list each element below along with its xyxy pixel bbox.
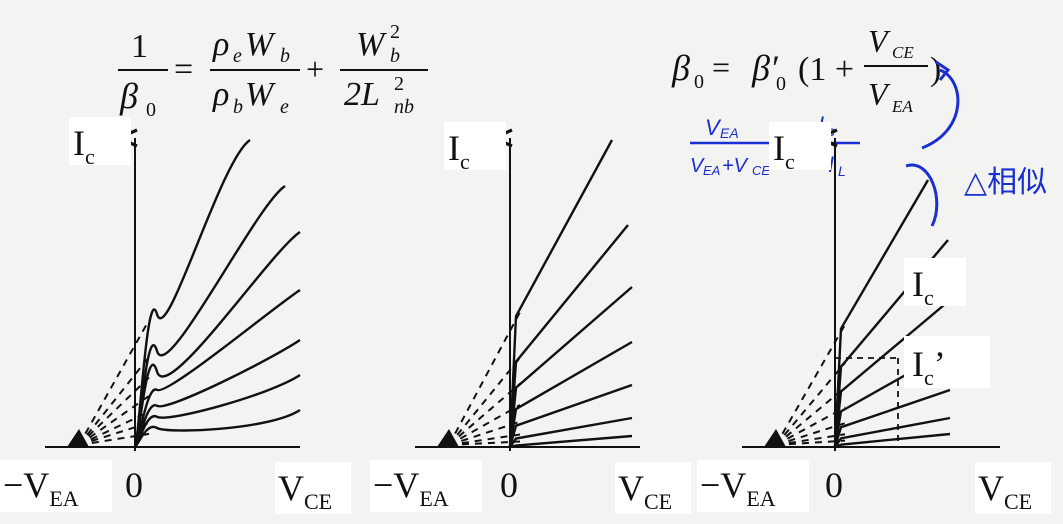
lhs-den-sub: 0	[146, 99, 156, 121]
extrapolation-line	[775, 386, 846, 446]
characteristic-curve	[133, 231, 301, 448]
characteristic-curve	[509, 416, 633, 448]
t1-den-sub-e: e	[280, 96, 289, 118]
panel-2: Ic−VEA 0 VCE	[370, 122, 691, 514]
marker-top-bg	[904, 258, 966, 306]
fr-close: )	[930, 51, 941, 88]
t2-num-sub-b: b	[390, 45, 400, 67]
hw-den-left-sub: EA	[703, 163, 720, 178]
extrapolation-line	[775, 324, 846, 446]
lhs-den-beta: β	[119, 76, 138, 116]
fr-eq: =	[712, 49, 730, 85]
characteristic-curve	[133, 374, 301, 448]
extrapolation-line	[448, 404, 521, 446]
extrapolation-line	[78, 395, 150, 446]
neg-early-voltage-label: −VEA	[700, 465, 776, 511]
x-label-bg	[615, 462, 691, 514]
neg-label-bg	[0, 460, 112, 512]
hw-bracket-lower	[905, 163, 939, 227]
extrapolation-line	[448, 357, 521, 446]
extrapolation-line	[78, 319, 150, 446]
extrapolation-line	[78, 356, 150, 446]
marker-bottom-bg	[904, 336, 990, 388]
fr-open: (1 +	[798, 51, 854, 88]
t1-num-w: W	[245, 26, 276, 63]
neg-early-voltage-label: −VEA	[373, 465, 449, 511]
x-label-bg	[975, 462, 1051, 514]
origin-label: 0	[500, 465, 518, 505]
fr-frac-den-sub: EA	[891, 97, 913, 116]
extrapolation-line	[448, 382, 521, 446]
characteristic-curve	[133, 289, 301, 448]
origin-label: 0	[825, 465, 843, 505]
y-label-bg	[769, 122, 831, 170]
extrapolation-line	[775, 433, 846, 446]
characteristic-curve	[508, 286, 633, 448]
neg-label-bg	[370, 460, 482, 512]
characteristic-curve	[508, 340, 633, 448]
hw-den-right-sub: L	[838, 163, 846, 179]
fr-frac-den: V	[868, 76, 891, 112]
characteristic-curve	[509, 434, 633, 449]
hw-den-left-tail-sub: CE	[752, 163, 770, 178]
fr-frac-num-sub: CE	[892, 43, 914, 62]
t2-den: 2L	[344, 76, 380, 113]
origin-label: 0	[125, 465, 143, 505]
characteristic-curve	[508, 139, 614, 448]
t2-num-w: W	[356, 26, 387, 63]
formula-right: β 0 = β′ 0 (1 + V CE V EA )	[671, 23, 941, 116]
formula-left: 1 β 0 = ρ e W b ρ b W e + W b 2 2L nb 2	[118, 21, 428, 121]
hw-arrow-head	[935, 60, 951, 81]
extrapolation-line	[775, 362, 846, 446]
panel-1: Ic−VEA 0 VCE	[0, 117, 351, 514]
characteristic-curve	[508, 224, 629, 448]
characteristic-curve	[508, 383, 633, 448]
fr-beta-prime-sub: 0	[776, 73, 786, 95]
t2-den-sup: 2	[394, 73, 404, 95]
t2-num-sup: 2	[390, 21, 400, 43]
hw-den-left-tail: +V	[722, 155, 749, 177]
hw-den-right: I	[828, 152, 834, 177]
formula-left-plus: +	[306, 51, 324, 87]
t1-den-sub-b: b	[233, 96, 243, 118]
hw-num-left-sub: EA	[720, 125, 739, 141]
hw-num-left: V	[705, 115, 722, 140]
t1-den-rho: ρ	[212, 76, 229, 113]
extrapolation-line	[775, 439, 846, 446]
t2-den-sub: nb	[394, 96, 414, 118]
y-label-bg	[69, 117, 131, 165]
extrapolation-line	[775, 406, 846, 446]
hw-bracket-arrow	[921, 68, 960, 150]
x-label-bg	[275, 462, 351, 514]
t1-num-sub-e: e	[233, 45, 242, 67]
t1-num-sub-b: b	[280, 45, 290, 67]
characteristic-curve	[834, 432, 951, 449]
y-label-bg	[444, 122, 506, 170]
hw-den-left: V	[690, 155, 705, 177]
fr-beta: β	[671, 48, 690, 88]
hw-note-similar: △相似	[964, 166, 1047, 199]
fr-frac-num: V	[868, 23, 891, 59]
handwritten-note: V EA V EA +V CE = I c I L △相似	[690, 60, 1047, 227]
fr-beta-prime: β′	[751, 48, 779, 88]
extrapolation-line	[78, 376, 150, 446]
characteristic-curve	[834, 416, 951, 448]
characteristic-curve	[833, 388, 951, 448]
formula-left-eq: =	[174, 51, 193, 88]
characteristic-curve	[134, 408, 301, 448]
characteristic-curve	[133, 339, 301, 448]
t1-num-rho: ρ	[212, 26, 229, 63]
neg-label-bg	[697, 460, 809, 512]
fr-beta-sub: 0	[694, 71, 704, 93]
characteristic-curve	[133, 139, 251, 448]
lhs-numerator: 1	[131, 28, 148, 65]
t1-den-w: W	[245, 76, 276, 113]
